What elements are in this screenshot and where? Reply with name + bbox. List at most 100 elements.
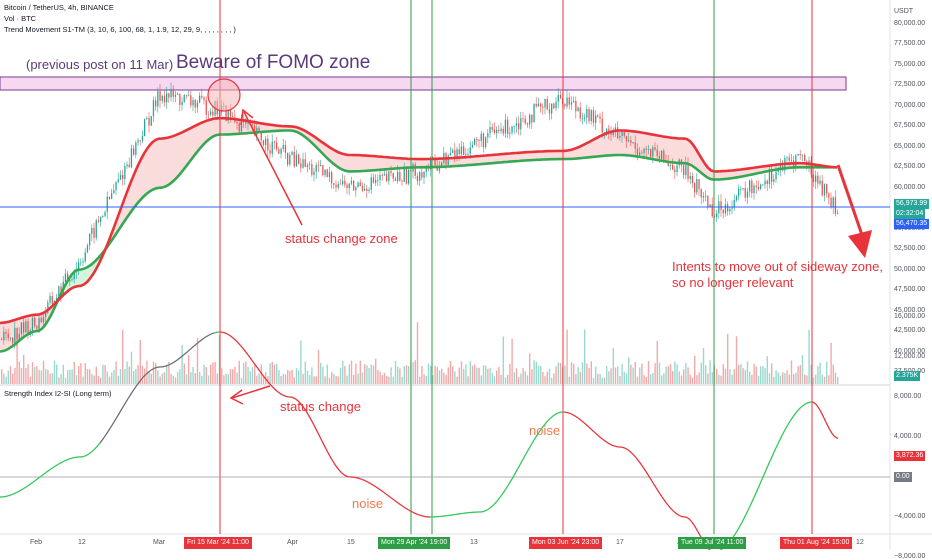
volume-bar bbox=[520, 374, 521, 384]
candle-body bbox=[423, 172, 424, 178]
volume-bar bbox=[384, 373, 385, 384]
volume-bar bbox=[78, 366, 79, 384]
volume-bar bbox=[723, 364, 724, 384]
candle-body bbox=[390, 171, 391, 173]
volume-bar bbox=[547, 372, 548, 384]
candle-body bbox=[494, 130, 495, 134]
price-tick: 47,500.00 bbox=[894, 286, 925, 293]
trend-fill-band bbox=[360, 155, 362, 171]
volume-bar bbox=[371, 364, 372, 384]
strength-index-segment bbox=[170, 363, 172, 364]
volume-bar bbox=[133, 371, 134, 384]
candle-body bbox=[663, 151, 664, 160]
volume-bar bbox=[177, 372, 178, 384]
volume-bar bbox=[351, 361, 352, 384]
candle-body bbox=[756, 186, 757, 187]
strength-index-segment bbox=[808, 402, 810, 403]
volume-bar bbox=[80, 363, 81, 384]
candle-body bbox=[694, 183, 695, 193]
volume-bar bbox=[709, 360, 710, 384]
volume-bar bbox=[399, 368, 400, 384]
candle-body bbox=[830, 198, 831, 208]
volume-bar bbox=[52, 373, 53, 384]
volume-bar bbox=[395, 361, 396, 384]
volume-bar bbox=[12, 374, 13, 384]
trend-fill-band bbox=[682, 139, 684, 164]
volume-bar bbox=[687, 367, 688, 384]
volume-bar bbox=[122, 330, 123, 384]
candle-body bbox=[536, 104, 537, 106]
candle-body bbox=[162, 96, 163, 101]
volume-bar bbox=[701, 363, 702, 384]
volume-bar bbox=[223, 375, 224, 384]
candle-body bbox=[199, 96, 200, 103]
candle-body bbox=[690, 176, 691, 179]
volume-bar bbox=[340, 368, 341, 384]
volume-bar bbox=[505, 377, 506, 384]
volume-bar bbox=[828, 375, 829, 384]
volume-bar bbox=[824, 377, 825, 384]
volume-bar bbox=[738, 365, 739, 384]
volume-bar bbox=[289, 371, 290, 384]
candle-body bbox=[564, 104, 565, 106]
candle-body bbox=[355, 187, 356, 190]
volume-bar bbox=[749, 372, 750, 384]
price-tick: 42,500.00 bbox=[894, 327, 925, 334]
candle-body bbox=[764, 181, 765, 185]
trend-fill-band bbox=[402, 158, 404, 168]
trend-fill-band bbox=[10, 321, 12, 347]
volume-bar bbox=[626, 373, 627, 384]
volume-bar bbox=[445, 375, 446, 384]
volume-bar bbox=[646, 377, 647, 384]
volume-bar bbox=[476, 368, 477, 384]
volume-bar bbox=[153, 362, 154, 384]
candle-body bbox=[291, 152, 292, 155]
volume-bar bbox=[582, 362, 583, 384]
fomo-circle bbox=[208, 79, 240, 111]
strength-index-segment bbox=[208, 335, 210, 336]
volume-bar bbox=[280, 376, 281, 384]
strength-index-segment bbox=[806, 403, 808, 404]
candle-body bbox=[529, 115, 530, 125]
volume-bar bbox=[201, 376, 202, 384]
candle-body bbox=[723, 210, 724, 214]
volume-bar bbox=[472, 366, 473, 384]
volume-bar bbox=[483, 365, 484, 384]
candle-body bbox=[489, 127, 490, 133]
volume-bar bbox=[272, 362, 273, 384]
candle-body bbox=[736, 196, 737, 200]
volume-bar bbox=[441, 369, 442, 384]
candle-body bbox=[670, 165, 671, 166]
volume-bar bbox=[199, 372, 200, 384]
candle-body bbox=[177, 94, 178, 95]
volume-bar bbox=[87, 369, 88, 384]
strength-index-segment bbox=[366, 481, 368, 482]
volume-bar bbox=[296, 368, 297, 384]
volume-bar bbox=[778, 372, 779, 384]
candle-body bbox=[159, 91, 160, 101]
candle-body bbox=[672, 165, 673, 170]
volume-bar bbox=[65, 378, 66, 384]
volume-bar bbox=[362, 372, 363, 384]
candle-body bbox=[239, 123, 240, 131]
strength-index-segment bbox=[416, 514, 418, 515]
candle-body bbox=[525, 119, 526, 124]
volume-bar bbox=[412, 362, 413, 384]
candle-body bbox=[201, 96, 202, 98]
volume-bar bbox=[437, 367, 438, 384]
strength-index-segment bbox=[12, 494, 14, 495]
volume-bar bbox=[826, 362, 827, 384]
trend-fill-band bbox=[150, 145, 152, 191]
candle-body bbox=[203, 97, 204, 100]
volume-bar bbox=[56, 365, 57, 384]
candle-body bbox=[767, 181, 768, 184]
strength-index-segment bbox=[622, 447, 624, 448]
volume-bar bbox=[366, 365, 367, 384]
candle-body bbox=[729, 209, 730, 211]
candle-body bbox=[179, 94, 180, 105]
candle-body bbox=[375, 180, 376, 183]
candle-body bbox=[313, 172, 314, 175]
candle-body bbox=[815, 176, 816, 182]
candle-body bbox=[516, 123, 517, 126]
